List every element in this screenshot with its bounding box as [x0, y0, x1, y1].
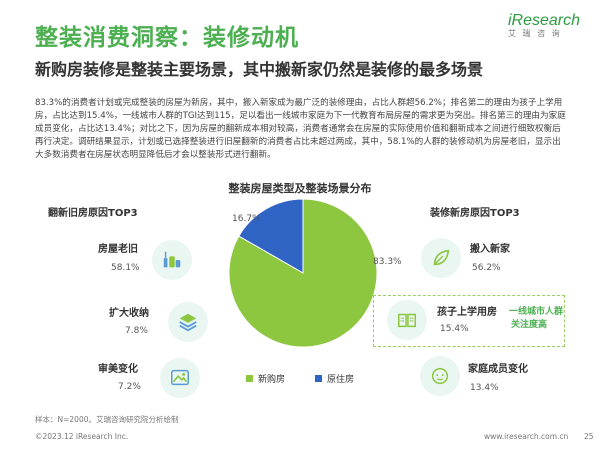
- copyright: ©2023.12 iResearch Inc.: [35, 432, 129, 441]
- highlight-box: [373, 295, 565, 347]
- right-item-1-label: 搬入新家: [470, 244, 510, 255]
- leaf-icon: [421, 238, 461, 278]
- page-title: 整装消费洞察：装修动机: [35, 25, 299, 51]
- logo-subtext: 艾 瑞 咨 询: [508, 29, 562, 38]
- page-subtitle: 新购房装修是整装主要场景，其中搬新家仍然是装修的最多场景: [35, 60, 484, 79]
- right-item-3-value: 13.4%: [470, 383, 499, 393]
- pie-slice-original-home: [238, 198, 304, 274]
- right-item-2-label: 孩子上学用房: [437, 307, 497, 318]
- pie-label-original-home: 16.7%: [232, 214, 261, 224]
- left-item-1-value: 58.1%: [111, 263, 140, 273]
- callout-line-2: 关注度高: [511, 320, 548, 330]
- pie-chart: [228, 198, 378, 348]
- left-panel-title: 翻新旧房原因TOP3: [48, 208, 138, 219]
- left-item-3-label: 审美变化: [98, 364, 138, 375]
- left-item-3-value: 7.2%: [118, 382, 141, 392]
- logo-text: iResearch: [508, 12, 581, 29]
- storage-icon: [168, 302, 208, 342]
- page-number: 25: [584, 432, 594, 441]
- sample-note: 样本：N=2000。艾瑞咨询研究院分析绘制: [35, 415, 179, 424]
- pie-label-new-home: 83.3%: [373, 257, 402, 267]
- footer-url: www.iresearch.com.cn: [484, 432, 569, 441]
- pie-slice-new-home: [228, 198, 378, 348]
- legend-item-original-home: 原住房: [315, 372, 354, 385]
- right-item-1-value: 56.2%: [472, 263, 501, 273]
- legend-label-original-home: 原住房: [327, 375, 355, 385]
- left-item-2-label: 扩大收纳: [109, 308, 149, 319]
- book-icon: [387, 300, 427, 340]
- cleaning-icon: [152, 240, 192, 280]
- right-item-2-value: 15.4%: [440, 324, 469, 334]
- palette-icon: [160, 358, 200, 398]
- summary-paragraph: 83.3%的消费者计划或完成整装的房屋为新房，其中，搬入新家成为最广泛的装修理由…: [35, 98, 566, 160]
- left-item-1-label: 房屋老旧: [98, 244, 138, 255]
- legend-swatch-new-home: [246, 375, 253, 382]
- legend-label-new-home: 新购房: [258, 375, 286, 385]
- callout-line-1: 一线城市人群: [509, 307, 564, 317]
- right-panel-title: 装修新房原因TOP3: [430, 208, 520, 219]
- baby-icon: [420, 356, 460, 396]
- legend-swatch-original-home: [315, 375, 322, 382]
- legend-item-new-home: 新购房: [246, 372, 285, 385]
- right-item-3-label: 家庭成员变化: [468, 364, 528, 375]
- left-item-2-value: 7.8%: [125, 326, 148, 336]
- chart-title: 整装房屋类型及整装场景分布: [228, 182, 372, 195]
- iresearch-logo: iResearch 艾 瑞 咨 询: [508, 12, 581, 39]
